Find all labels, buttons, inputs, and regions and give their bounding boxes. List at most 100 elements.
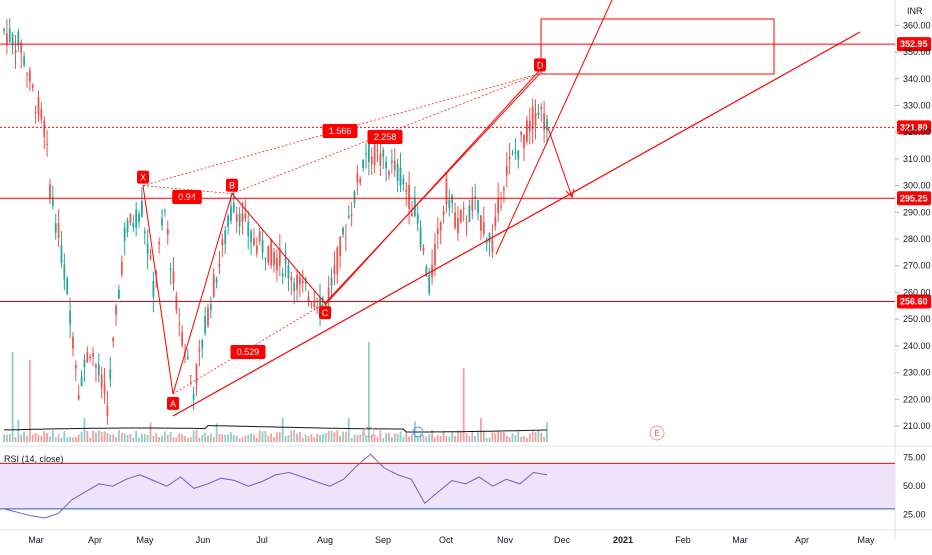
candle-body [244,214,247,219]
candle-body [287,265,290,279]
volume-bar [11,352,14,442]
candle-body [69,310,71,325]
projection-arrow [547,127,573,198]
candle-body [454,212,456,228]
candle-body [17,31,20,46]
rsi-tick-label: 50.00 [903,481,926,491]
candle-body [322,297,324,302]
candle-body [370,156,373,165]
volume-bar [201,435,204,442]
candle-body [278,248,281,266]
volume-bar [221,434,224,442]
candle-body [310,303,313,305]
pattern-point-badge [226,178,238,192]
volume-bar [534,431,537,442]
candle-body [129,214,132,223]
split-marker-icon [412,426,424,438]
pattern-point-badge [167,396,179,410]
level-price-label: 321.80 [900,122,928,132]
axes: 210.00 220.00 230.00 240.00 250.00 260.00 270.… [28,20,930,545]
rsi-pane: 75.00 50.00 25.00 [0,453,926,520]
volume-bar [155,433,158,442]
y-tick-label: 260.00 [903,287,931,297]
volume-bar [166,434,169,442]
x-tick-label: Mar [28,535,44,545]
volume-bar [8,434,11,442]
volume-bar [46,432,48,442]
volume-bar [287,435,290,442]
volume-bar [120,432,123,442]
candle-body [497,197,500,213]
candle-body [482,222,485,234]
volume-bar [264,431,267,442]
candle-body [207,307,209,326]
volume-bar [31,434,34,442]
volume-bar [390,436,393,442]
candle-body [402,178,405,185]
candle-body [344,237,347,239]
volume-bar [356,435,359,442]
target-zone-box [540,18,775,75]
volume-bar [485,437,488,442]
candle-body [241,212,244,223]
candle-body [336,247,339,274]
volume-bar [63,431,66,442]
volume-bar [178,433,181,442]
y-tick-label: 360.00 [903,20,931,30]
volume-bar [373,434,376,442]
volume-bar [97,430,100,442]
volume-bar [296,433,298,442]
candle-body [224,230,227,245]
pattern-point-label: A [170,399,176,409]
x-tick-label: Jun [196,535,211,545]
volume-bar [333,432,336,442]
candle-body [425,266,428,277]
rsi-band [0,463,895,509]
earnings-marker-icon [649,425,665,441]
candle-body [51,197,54,206]
pattern-ratio-label: 0.94 [178,192,196,202]
volume-ma-line [3,425,547,433]
volume-bar [106,432,109,442]
volume-bar [388,432,390,442]
volume-bar [218,433,221,442]
candle-body [462,207,465,210]
volume-bar [543,436,546,442]
volume-bar [370,434,373,442]
candle-body [169,268,172,271]
candle-body [109,369,112,380]
candle-body [250,231,252,243]
candle-body [261,240,264,254]
volume-bar [261,431,264,442]
candle-body [106,406,109,416]
candle-body [135,209,138,228]
volume-bar [465,433,468,442]
volume-bar [138,437,140,442]
volume-bar [118,430,120,442]
volume-bar [344,431,347,442]
volume-bar [143,434,146,442]
pattern-ratio-label: 1.566 [329,126,352,136]
volume-bar [80,431,83,442]
candle-body [20,42,23,53]
candle-body [379,153,382,166]
volume-bar [132,437,135,442]
x-tick-label: May [136,535,154,545]
candle-body [411,213,413,217]
volume-bar [434,437,436,442]
volume-bar [126,434,129,442]
volume-bar [37,434,40,442]
x-tick-label: Dec [554,535,571,545]
volume-bar [204,432,207,442]
volume-bar [255,437,258,442]
volume-bar [141,433,143,442]
candle-body [118,289,120,299]
candle-body [100,374,103,388]
volume-bar [520,436,523,442]
volume-bar [531,430,534,442]
y-tick-label: 240.00 [903,341,931,351]
pattern-point-badge [534,58,546,72]
x-tick-label: May [857,535,875,545]
